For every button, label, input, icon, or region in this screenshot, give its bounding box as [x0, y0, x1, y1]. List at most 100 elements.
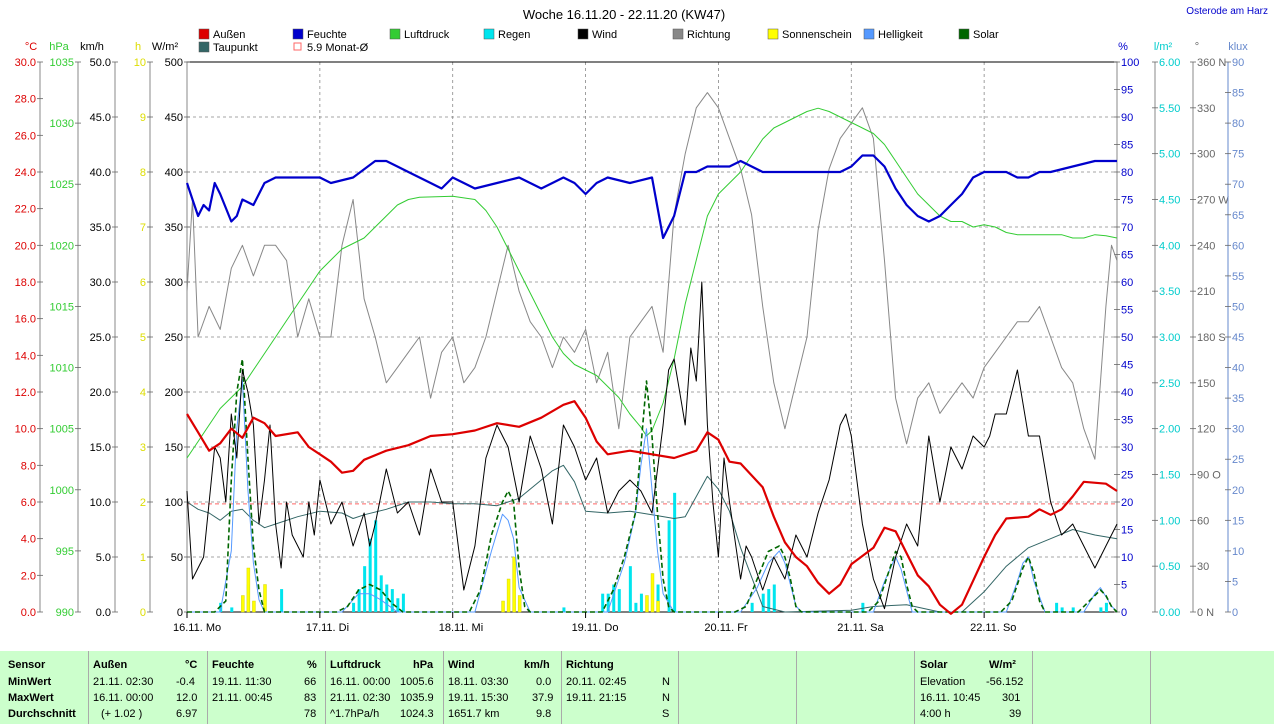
rain-bar — [606, 593, 610, 612]
stats-unit-luftdruck: hPa — [413, 659, 434, 671]
tick-label-rain: 0.50 — [1159, 561, 1180, 573]
tick-label-dir: 180 S — [1197, 332, 1226, 344]
series-brightness — [187, 379, 1118, 613]
stats-richtung-avg-value: S — [662, 708, 670, 720]
tick-label-hum: 10 — [1121, 552, 1133, 564]
rain-bar — [379, 575, 383, 612]
sunshine-bar — [517, 595, 522, 613]
series-wind — [186, 281, 1118, 610]
stats-aussen-avg-note: (+ 1.02 ) — [101, 708, 143, 720]
tick-label-rain: 1.00 — [1159, 515, 1180, 527]
tick-label-dir: 240 — [1197, 240, 1215, 252]
tick-label-sun: 8 — [140, 167, 146, 179]
tick-label-solar: 350 — [165, 222, 183, 234]
series-humidity — [185, 154, 1117, 240]
tick-label-temp: 8.0 — [21, 460, 36, 472]
rain-bar — [639, 593, 643, 612]
tick-label-solar: 150 — [165, 442, 183, 454]
tick-label-temp: 2.0 — [21, 570, 36, 582]
tick-label-hum: 100 — [1121, 57, 1139, 69]
tick-label-wind: 20.0 — [90, 387, 111, 399]
tick-label-lux: 10 — [1232, 546, 1244, 558]
tick-label-press: 1025 — [50, 179, 74, 191]
location-label: Osterode am Harz — [1186, 6, 1268, 17]
tick-label-wind: 40.0 — [90, 167, 111, 179]
tick-label-solar: 0 — [177, 607, 183, 619]
series-pressure — [186, 107, 1118, 459]
tick-label-hum: 5 — [1121, 580, 1127, 592]
tick-label-press: 1005 — [50, 424, 74, 436]
series-direction — [186, 92, 1118, 460]
stats-solar-max-value: 301 — [1002, 692, 1021, 704]
tick-label-dir: 270 W — [1197, 195, 1229, 207]
legend-swatch-6 — [767, 28, 779, 40]
x-label-6: 22.11. So — [970, 622, 1016, 634]
tick-label-lux: 5 — [1232, 576, 1238, 588]
legend-swatch-5 — [672, 28, 684, 40]
legend: Außen Feuchte Luftdruck Regen Wind Richtung So… — [198, 28, 999, 54]
tick-label-wind: 25.0 — [90, 332, 111, 344]
tick-label-sun: 10 — [134, 57, 146, 69]
tick-label-rain: 1.50 — [1159, 470, 1180, 482]
x-label-4: 20.11. Fr — [704, 622, 748, 634]
stats-richtung-max-time: 19.11. 21:15 — [566, 692, 627, 704]
sunshine-bar — [246, 567, 251, 613]
tick-label-wind: 5.0 — [96, 552, 111, 564]
stats-unit-feuchte: % — [307, 659, 317, 671]
sunshine-bar — [645, 595, 649, 613]
sunshine-bar — [252, 600, 256, 613]
tick-label-dir: 150 — [1197, 378, 1215, 390]
tick-label-dir: 60 — [1197, 515, 1209, 527]
legend-swatch-7 — [863, 28, 875, 40]
legend-entry-6: Sonnenschein — [782, 29, 852, 41]
tick-label-lux: 85 — [1232, 88, 1244, 100]
tick-label-rain: 6.00 — [1159, 57, 1180, 69]
series-solar — [187, 358, 1118, 613]
tick-label-lux: 0 — [1232, 607, 1238, 619]
legend-swatch-10 — [293, 42, 302, 51]
stats-aussen-min-time: 21.11. 02:30 — [93, 676, 154, 688]
tick-label-wind: 0.0 — [96, 607, 111, 619]
stats-luftdruck-avg-value: 1024.3 — [400, 708, 434, 720]
rain-bar — [1055, 602, 1059, 612]
tick-label-wind: 30.0 — [90, 277, 111, 289]
tick-label-lux: 40 — [1232, 363, 1244, 375]
legend-entry-8: Solar — [973, 29, 999, 41]
stats-wind-min-time: 18.11. 03:30 — [448, 676, 509, 688]
series-layer — [185, 92, 1118, 615]
rain-bar — [1099, 607, 1103, 612]
legend-swatch-0 — [198, 28, 210, 40]
stats-row-max: MaxWert — [8, 692, 54, 704]
legend-entry-2: Luftdruck — [404, 29, 450, 41]
tick-label-dir: 300 — [1197, 149, 1215, 161]
legend-swatch-4 — [577, 28, 589, 40]
x-label-5: 21.11. Sa — [837, 622, 884, 634]
rain-bar — [385, 584, 389, 612]
tick-label-lux: 45 — [1232, 332, 1244, 344]
tick-label-sun: 7 — [140, 222, 146, 234]
rain-bar — [1071, 607, 1075, 612]
rain-bar — [352, 602, 356, 612]
stats-luftdruck-trend: ^1.7hPa/h — [330, 708, 380, 720]
rain-bar — [656, 584, 660, 612]
chart-title: Woche 16.11.20 - 22.11.20 (KW47) — [523, 7, 725, 22]
tick-label-lux: 75 — [1232, 149, 1244, 161]
rain-bar — [601, 593, 605, 612]
stats-feuchte-avg-value: 78 — [304, 708, 317, 720]
legend-entry-1: Feuchte — [307, 29, 347, 41]
tick-label-temp: 6.0 — [21, 497, 36, 509]
rain-bar — [667, 520, 671, 612]
stats-wind-avg-value: 9.8 — [536, 708, 552, 720]
stats-luftdruck-min-value: 1005.6 — [400, 676, 434, 688]
stats-feuchte-max-value: 83 — [304, 692, 317, 704]
tick-label-lux: 50 — [1232, 301, 1244, 313]
tick-label-dir: 120 — [1197, 424, 1215, 436]
tick-label-sun: 2 — [140, 497, 146, 509]
tick-label-sun: 0 — [140, 607, 146, 619]
sunshine-bar — [656, 600, 660, 613]
legend-swatch-2 — [389, 28, 401, 40]
tick-label-sun: 9 — [140, 112, 146, 124]
rain-bar — [634, 602, 638, 612]
tick-label-press: 1030 — [50, 118, 74, 130]
stats-aussen-max-time: 16.11. 00:00 — [93, 692, 154, 704]
